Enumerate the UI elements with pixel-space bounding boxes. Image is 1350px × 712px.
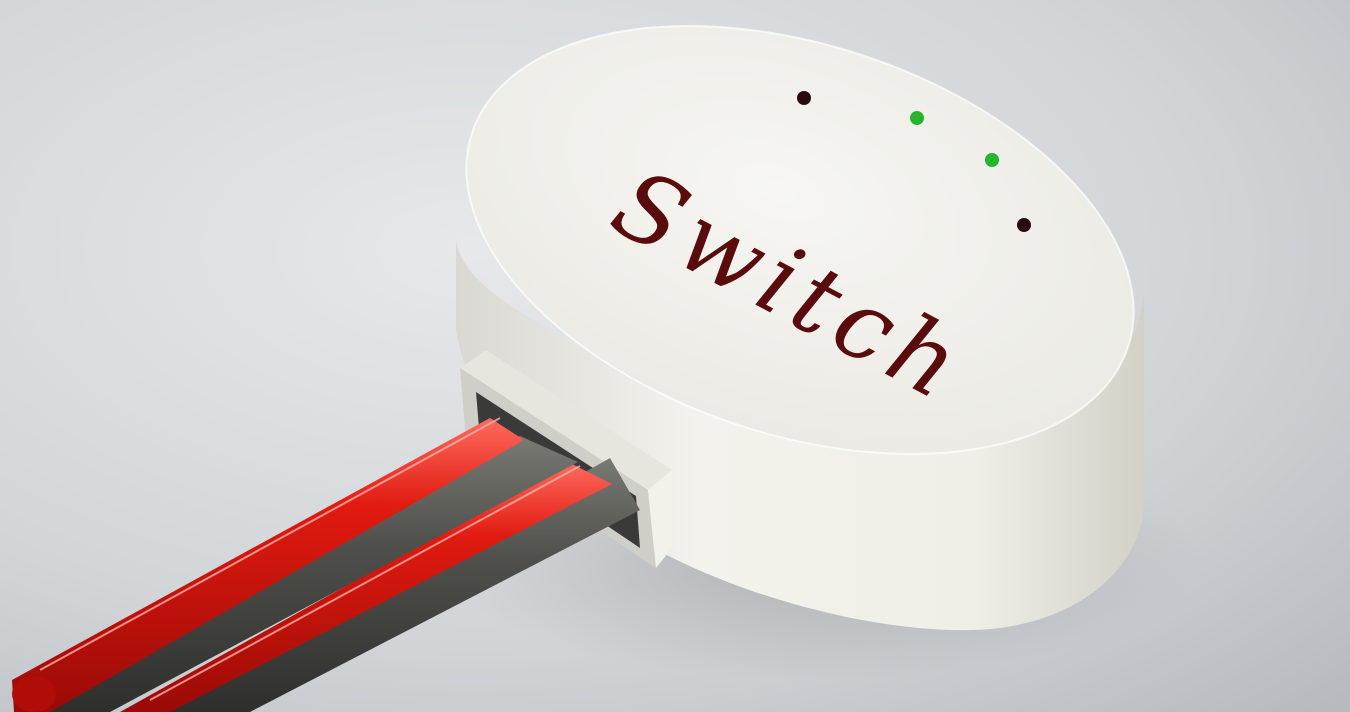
wire-red-1-highlight <box>39 417 501 671</box>
wire-grey-1 <box>40 436 578 712</box>
wire-red-1 <box>12 418 524 712</box>
status-led-4 <box>1017 218 1031 232</box>
status-led-2 <box>910 111 924 125</box>
gland-frame-top <box>460 350 672 490</box>
cable-bundle <box>12 417 640 712</box>
status-leds <box>797 91 1031 232</box>
housing-top <box>466 26 1134 454</box>
wire-red-1-end <box>12 676 56 712</box>
housing-rim <box>465 25 1135 455</box>
status-led-1 <box>797 91 811 105</box>
status-led-3 <box>985 153 999 167</box>
wire-red-2-highlight <box>149 465 581 701</box>
gland-frame-right <box>648 470 672 568</box>
